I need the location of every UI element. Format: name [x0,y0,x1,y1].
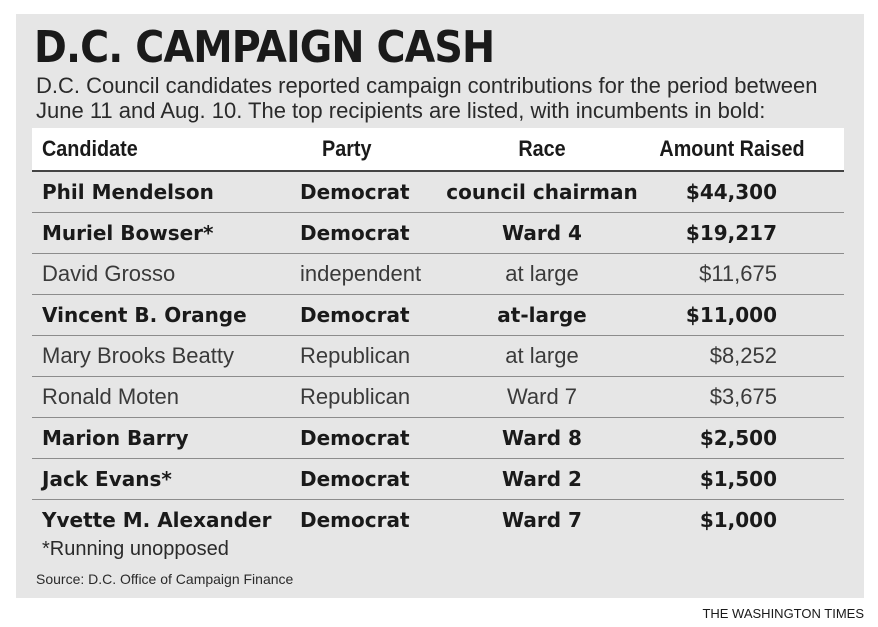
cell-candidate: David Grosso [42,261,176,286]
cell-party: Democrat [300,180,410,204]
table-row: Yvette M. Alexander Democrat Ward 7 $1,000 [32,500,844,540]
cell-candidate: Phil Mendelson [42,180,214,204]
cell-race: at large [505,261,579,286]
chart-title: D.C. CAMPAIGN CASH [34,22,495,73]
cell-amount: $2,500 [699,426,777,450]
table-row: Phil Mendelson Democrat council chairman $4… [32,172,844,213]
cell-amount: $3,675 [709,384,777,409]
cell-party: Democrat [300,467,410,491]
cell-amount: $8,252 [709,343,777,368]
cell-amount: $19,217 [685,221,777,245]
cell-party: Democrat [300,303,410,327]
cell-amount: $1,000 [699,508,777,532]
cell-amount: $11,000 [685,303,777,327]
subtitle-line-1: D.C. Council candidates reported campaig… [36,73,818,98]
header-race: Race [518,136,566,161]
cell-candidate: Yvette M. Alexander [42,508,272,532]
publisher-credit: THE WASHINGTON TIMES [702,606,864,621]
cell-race: at-large [497,303,587,327]
cell-party: Democrat [300,221,410,245]
cell-race: Ward 2 [502,467,582,491]
table-header-row: Candidate Party Race Amount Raised [32,128,844,172]
graphic-panel [16,14,864,598]
cell-party: Republican [300,384,411,409]
cell-candidate: Jack Evans* [42,467,172,491]
table-row: Vincent B. Orange Democrat at-large $11,000 [32,295,844,336]
table-row: Mary Brooks Beatty Republican at large $8,2… [32,336,844,377]
cell-candidate: Muriel Bowser* [42,221,214,245]
table-row: Ronald Moten Republican Ward 7 $3,675 [32,377,844,418]
cell-race: Ward 7 [502,508,582,532]
cell-party: Democrat [300,508,410,532]
table-row: Marion Barry Democrat Ward 8 $2,500 [32,418,844,459]
footnote: *Running unopposed [42,538,229,560]
cell-candidate: Marion Barry [42,426,189,450]
cell-party: Republican [300,343,411,368]
table-row: Jack Evans* Democrat Ward 2 $1,500 [32,459,844,500]
cell-race: Ward 4 [502,221,582,245]
contributions-table: Candidate Party Race Amount Raised Phil … [32,128,844,540]
cell-amount: $11,675 [699,261,777,286]
source-note: Source: D.C. Office of Campaign Finance [36,571,294,587]
chart-subtitle: D.C. Council candidates reported campaig… [36,73,846,123]
table-row: David Grosso independent at large $11,675 [32,254,844,295]
cell-amount: $1,500 [699,467,777,491]
table-row: Muriel Bowser* Democrat Ward 4 $19,217 [32,213,844,254]
cell-candidate: Mary Brooks Beatty [42,343,234,368]
cell-party: Democrat [300,426,410,450]
table-body: Phil Mendelson Democrat council chairman $4… [32,172,844,540]
cell-race: Ward 8 [502,426,582,450]
subtitle-line-2: June 11 and Aug. 10. The top recipients … [36,98,766,123]
cell-race: at large [505,343,579,368]
cell-amount: $44,300 [685,180,777,204]
header-party: Party [322,136,372,161]
header-candidate: Candidate [42,136,138,161]
cell-party: independent [300,261,422,286]
cell-candidate: Ronald Moten [42,384,179,409]
cell-race: council chairman [446,180,638,204]
header-amount-raised: Amount Raised [659,136,805,161]
cell-race: Ward 7 [506,384,578,409]
cell-candidate: Vincent B. Orange [42,303,247,327]
